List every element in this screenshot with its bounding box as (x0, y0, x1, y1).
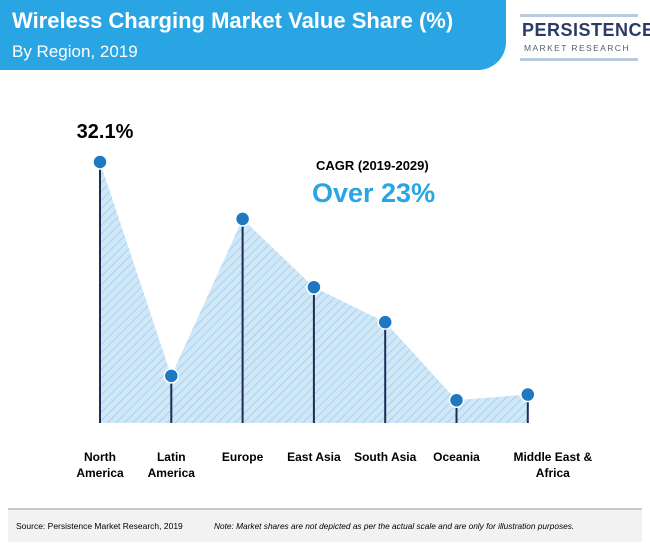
data-point (234, 211, 251, 227)
data-point (92, 154, 108, 170)
data-point (448, 392, 465, 408)
logo-stripe-bottom (520, 58, 638, 61)
data-point (377, 314, 393, 330)
data-label: 32.1% (77, 121, 134, 143)
category-label: Europe (222, 450, 264, 464)
logo-wordmark: PERSISTENCE (522, 20, 650, 40)
plot-area: 32.1% North America Latin America Europe East … (76, 121, 592, 480)
region-share-chart: 32.1% North America Latin America Europe East … (76, 121, 592, 480)
category-label: South Asia (354, 450, 417, 464)
chart-title: Wireless Charging Market Value Share (%) (12, 8, 454, 33)
category-label: Oceania (433, 450, 480, 464)
cagr-value: Over 23% (312, 178, 436, 208)
category-label: Latin America (148, 450, 196, 480)
category-label: Middle East & Africa (513, 450, 592, 480)
cagr-label: CAGR (2019-2029) (316, 158, 429, 173)
company-logo: PERSISTENCE MARKET RESEARCH (516, 8, 650, 68)
logo-stripe-top (520, 14, 638, 17)
data-point (306, 279, 322, 295)
category-label: North America (76, 450, 124, 480)
data-point (163, 368, 180, 384)
source-note: Source: Persistence Market Research, 201… (16, 521, 183, 531)
footer-bar: Source: Persistence Market Research, 201… (8, 508, 642, 542)
disclaimer-note: Note: Market shares are not depicted as … (214, 521, 575, 531)
chart-subtitle: By Region, 2019 (12, 42, 138, 61)
logo-tagline: MARKET RESEARCH (524, 43, 630, 53)
category-label: East Asia (287, 450, 341, 464)
header-banner: Wireless Charging Market Value Share (%)… (0, 0, 506, 70)
data-point (520, 386, 536, 403)
